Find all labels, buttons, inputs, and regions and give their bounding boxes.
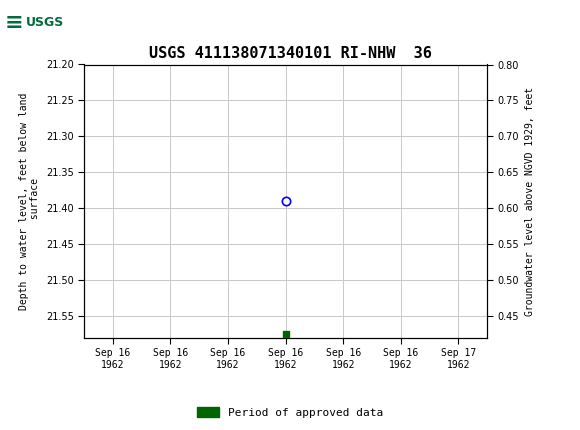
Text: USGS 411138071340101 RI-NHW  36: USGS 411138071340101 RI-NHW 36 [148, 46, 432, 61]
Legend: Period of approved data: Period of approved data [193, 403, 387, 422]
Text: ≡: ≡ [5, 12, 23, 33]
Text: USGS: USGS [26, 16, 64, 29]
Y-axis label: Depth to water level, feet below land
 surface: Depth to water level, feet below land su… [19, 92, 40, 310]
Y-axis label: Groundwater level above NGVD 1929, feet: Groundwater level above NGVD 1929, feet [525, 86, 535, 316]
Bar [3, 3, 78, 42]
